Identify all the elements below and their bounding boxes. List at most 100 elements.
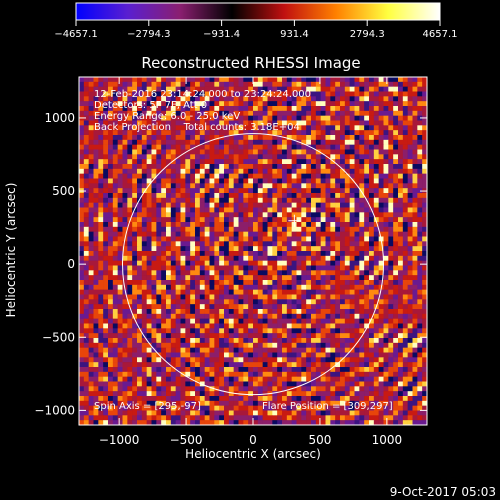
heatmap-cell bbox=[83, 405, 89, 411]
heatmap-cell bbox=[277, 396, 283, 402]
heatmap-cell bbox=[296, 226, 302, 232]
heatmap-cell bbox=[127, 154, 133, 160]
heatmap-cell bbox=[146, 338, 152, 344]
heatmap-cell bbox=[296, 96, 302, 102]
heatmap-cell bbox=[422, 168, 427, 174]
heatmap-cell bbox=[146, 391, 152, 397]
heatmap-cell bbox=[243, 164, 249, 170]
heatmap-cell bbox=[132, 362, 138, 368]
heatmap-cell bbox=[286, 294, 292, 300]
heatmap-cell bbox=[146, 289, 152, 295]
heatmap-cell bbox=[185, 202, 191, 208]
heatmap-cell bbox=[301, 265, 307, 271]
heatmap-cell bbox=[233, 352, 239, 358]
heatmap-cell bbox=[108, 86, 114, 92]
heatmap-cell bbox=[320, 188, 326, 194]
heatmap-cell bbox=[320, 357, 326, 363]
heatmap-cell bbox=[214, 81, 220, 87]
heatmap-cell bbox=[88, 188, 94, 194]
heatmap-cell bbox=[219, 164, 225, 170]
heatmap-cell bbox=[306, 130, 312, 136]
heatmap-cell bbox=[175, 289, 181, 295]
heatmap-cell bbox=[378, 275, 384, 281]
heatmap-cell bbox=[306, 352, 312, 358]
heatmap-cell bbox=[296, 313, 302, 319]
heatmap-cell bbox=[127, 275, 133, 281]
heatmap-cell bbox=[344, 139, 350, 145]
heatmap-cell bbox=[378, 77, 384, 83]
heatmap-cell bbox=[325, 96, 331, 102]
heatmap-cell bbox=[344, 188, 350, 194]
heatmap-cell bbox=[156, 193, 162, 199]
heatmap-cell bbox=[267, 309, 273, 315]
heatmap-cell bbox=[272, 270, 278, 276]
heatmap-cell bbox=[151, 101, 157, 107]
heatmap-cell bbox=[393, 101, 399, 107]
heatmap-cell bbox=[417, 188, 423, 194]
heatmap-cell bbox=[383, 318, 389, 324]
heatmap-cell bbox=[320, 212, 326, 218]
heatmap-cell bbox=[141, 86, 147, 92]
heatmap-cell bbox=[98, 367, 104, 373]
heatmap-cell bbox=[267, 318, 273, 324]
heatmap-cell bbox=[388, 309, 394, 315]
heatmap-cell bbox=[233, 207, 239, 213]
heatmap-cell bbox=[301, 125, 307, 131]
heatmap-cell bbox=[83, 367, 89, 373]
heatmap-cell bbox=[214, 226, 220, 232]
heatmap-cell bbox=[335, 260, 341, 266]
heatmap-cell bbox=[243, 188, 249, 194]
heatmap-cell bbox=[373, 376, 379, 382]
heatmap-cell bbox=[209, 299, 215, 305]
heatmap-cell bbox=[291, 236, 297, 242]
heatmap-cell bbox=[238, 226, 244, 232]
heatmap-cell bbox=[262, 222, 268, 228]
heatmap-cell bbox=[112, 207, 118, 213]
heatmap-cell bbox=[199, 255, 205, 261]
heatmap-cell bbox=[180, 255, 186, 261]
heatmap-cell bbox=[132, 202, 138, 208]
heatmap-cell bbox=[267, 255, 273, 261]
heatmap-cell bbox=[301, 289, 307, 295]
heatmap-cell bbox=[151, 318, 157, 324]
heatmap-cell bbox=[320, 96, 326, 102]
heatmap-cell bbox=[422, 275, 427, 281]
heatmap-cell bbox=[378, 342, 384, 348]
heatmap-cell bbox=[393, 391, 399, 397]
heatmap-cell bbox=[156, 246, 162, 252]
heatmap-cell bbox=[161, 130, 167, 136]
heatmap-cell bbox=[311, 222, 317, 228]
heatmap-cell bbox=[209, 207, 215, 213]
heatmap-cell bbox=[219, 381, 225, 387]
heatmap-cell bbox=[262, 110, 268, 116]
heatmap-cell bbox=[117, 159, 123, 165]
heatmap-cell bbox=[257, 376, 263, 382]
heatmap-cell bbox=[373, 168, 379, 174]
heatmap-cell bbox=[257, 236, 263, 242]
heatmap-cell bbox=[291, 391, 297, 397]
heatmap-cell bbox=[117, 231, 123, 237]
heatmap-cell bbox=[132, 120, 138, 126]
heatmap-cell bbox=[243, 304, 249, 310]
heatmap-cell bbox=[93, 110, 99, 116]
heatmap-cell bbox=[112, 391, 118, 397]
heatmap-cell bbox=[301, 236, 307, 242]
heatmap-cell bbox=[320, 168, 326, 174]
heatmap-cell bbox=[175, 173, 181, 179]
heatmap-cell bbox=[398, 357, 404, 363]
heatmap-cell bbox=[151, 135, 157, 141]
heatmap-cell bbox=[335, 400, 341, 406]
heatmap-cell bbox=[369, 144, 375, 150]
heatmap-cell bbox=[277, 86, 283, 92]
heatmap-cell bbox=[354, 178, 360, 184]
heatmap-cell bbox=[238, 168, 244, 174]
heatmap-cell bbox=[112, 159, 118, 165]
heatmap-cell bbox=[228, 405, 234, 411]
heatmap-cell bbox=[320, 289, 326, 295]
heatmap-cell bbox=[422, 386, 427, 392]
heatmap-cell bbox=[88, 77, 94, 83]
heatmap-cell bbox=[199, 139, 205, 145]
heatmap-cell bbox=[219, 338, 225, 344]
heatmap-cell bbox=[306, 400, 312, 406]
heatmap-cell bbox=[262, 251, 268, 257]
